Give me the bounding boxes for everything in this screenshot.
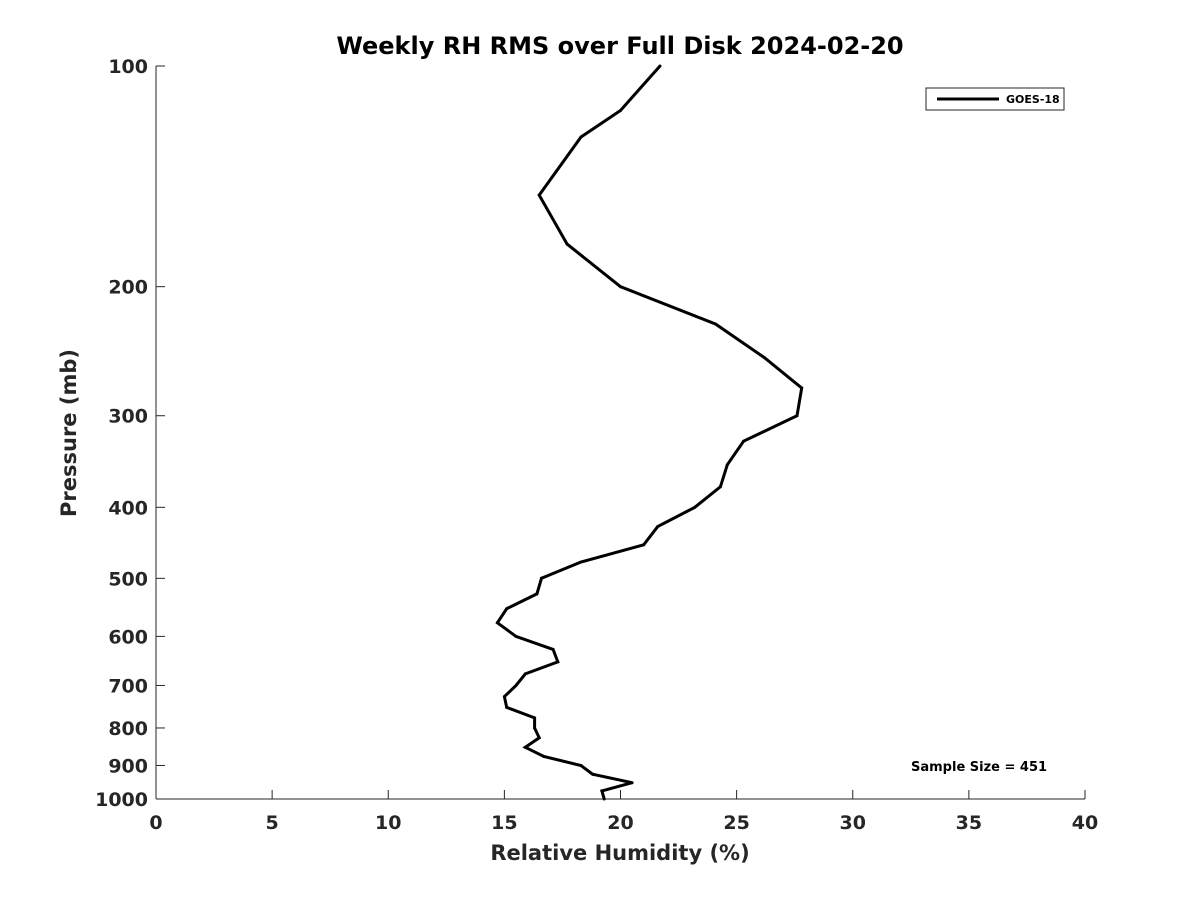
y-tick-label: 700	[108, 675, 148, 697]
y-tick-label: 800	[108, 718, 148, 740]
legend: GOES-18	[925, 87, 1065, 111]
y-tick-label: 600	[108, 626, 148, 648]
series-point	[693, 505, 697, 509]
x-tick-label: 15	[491, 812, 517, 834]
series-line	[495, 65, 804, 800]
legend-label: GOES-18	[1006, 93, 1060, 106]
series-point	[619, 285, 622, 289]
y-tick-label: 900	[108, 755, 148, 777]
x-tick-label: 40	[1072, 812, 1098, 834]
series-point	[523, 745, 527, 749]
axes	[155, 66, 1085, 800]
series-point	[551, 647, 555, 651]
series-point	[800, 386, 804, 390]
series-point	[579, 764, 583, 767]
series-point	[763, 356, 766, 360]
series-point	[718, 485, 722, 489]
series-point	[714, 322, 718, 326]
y-tick-label: 300	[108, 406, 148, 428]
x-tick-label: 25	[723, 812, 749, 834]
series-point	[502, 695, 506, 699]
y-ticks: 100 200 300 400 500 600 700 800 900 1000	[95, 56, 165, 811]
x-ticks: 0 5 10 15 20 25 30 35 40	[149, 790, 1098, 834]
series-point	[658, 64, 662, 68]
series-point	[795, 414, 799, 418]
series-point	[642, 543, 646, 547]
x-axis-label: Relative Humidity (%)	[490, 841, 749, 865]
x-tick-label: 20	[607, 812, 633, 834]
chart-title: Weekly RH RMS over Full Disk 2024-02-20	[336, 32, 903, 60]
series-point	[505, 705, 509, 709]
series-point	[725, 463, 729, 467]
series-point	[579, 560, 583, 564]
y-tick-label: 400	[108, 497, 148, 519]
series-point	[542, 755, 546, 758]
x-tick-label: 35	[956, 812, 982, 834]
x-tick-label: 5	[266, 812, 279, 834]
series-point	[600, 789, 604, 793]
series-point	[533, 716, 537, 720]
x-tick-label: 30	[840, 812, 866, 834]
y-tick-label: 200	[108, 277, 148, 299]
series-point	[505, 607, 509, 611]
x-tick-label: 0	[149, 812, 162, 834]
series-point	[535, 592, 539, 596]
y-axis-label: Pressure (mb)	[57, 349, 81, 517]
series-point	[537, 193, 541, 197]
series-point	[579, 135, 583, 139]
series-point	[495, 621, 499, 625]
sample-size-annotation: Sample Size = 451	[911, 760, 1047, 775]
series-point	[630, 781, 634, 785]
y-tick-label: 500	[108, 568, 148, 590]
series-layer	[495, 64, 804, 801]
series-point	[556, 660, 560, 664]
series-point	[742, 439, 746, 443]
series-point	[619, 109, 622, 112]
series-point	[533, 726, 537, 730]
series-point	[591, 772, 595, 776]
x-tick-label: 10	[375, 812, 401, 834]
series-point	[537, 736, 541, 740]
series-point	[514, 684, 518, 687]
y-tick-label: 100	[108, 56, 148, 78]
series-point	[656, 525, 660, 529]
y-tick-label: 1000	[95, 789, 148, 811]
series-point	[602, 797, 606, 801]
series-point	[565, 242, 569, 246]
series-point	[514, 634, 518, 638]
series-point	[540, 576, 543, 580]
series-point	[523, 672, 527, 676]
